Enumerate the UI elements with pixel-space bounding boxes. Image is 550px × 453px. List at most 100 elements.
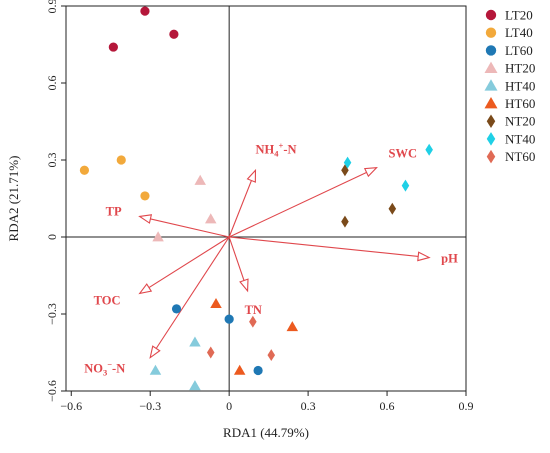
- data-point: [108, 42, 118, 52]
- data-point: [249, 315, 257, 328]
- x-axis-title: RDA1 (44.79%): [223, 425, 309, 440]
- x-tick-label: 0.6: [380, 399, 395, 413]
- legend-marker: [486, 114, 496, 128]
- vector-line: [139, 236, 230, 294]
- data-point: [152, 231, 164, 242]
- legend-item-ht60: HT60: [484, 96, 535, 111]
- vector-arrowhead: [138, 214, 153, 224]
- vector-label: TN: [245, 303, 262, 317]
- legend-marker: [484, 79, 498, 91]
- series-nt40: [343, 143, 433, 192]
- data-point: [149, 364, 162, 375]
- legend-marker: [486, 132, 496, 146]
- vector-line: [139, 215, 230, 238]
- legend-item-lt60: LT60: [485, 43, 533, 58]
- legend-item-ht40: HT40: [484, 78, 535, 93]
- vector-arrowhead: [363, 167, 378, 178]
- data-point: [401, 179, 410, 192]
- vector-line: [229, 236, 430, 259]
- legend-marker: [485, 9, 497, 21]
- vector-label: pH: [441, 252, 458, 266]
- vector-arrowhead: [138, 283, 153, 295]
- legend-label: HT40: [505, 78, 535, 93]
- x-tick-label: 0.3: [301, 399, 316, 413]
- y-tick-label: 0: [45, 234, 59, 240]
- legend-label: NT60: [505, 149, 535, 164]
- plot-frame: [65, 5, 467, 392]
- legend-label: LT60: [505, 43, 533, 58]
- y-axis-title: RDA2 (21.71%): [6, 156, 21, 242]
- data-point: [79, 165, 90, 175]
- plot-border: [65, 5, 467, 392]
- data-point: [267, 349, 276, 362]
- data-point: [210, 297, 222, 309]
- series-nt60: [206, 315, 276, 362]
- legend-label: NT20: [505, 114, 535, 129]
- vector-nh4-n: NH4+-N: [228, 140, 297, 238]
- environmental-vectors: pH SWC NH4+-N TP TOC TN NO3−-N: [84, 140, 458, 377]
- vector-ph: pH: [229, 236, 458, 266]
- sample-points: [79, 6, 433, 391]
- y-tick-label: 0.3: [45, 153, 59, 168]
- legend-label: LT40: [505, 25, 533, 40]
- series-lt20: [108, 6, 179, 52]
- data-point: [189, 336, 201, 347]
- legend-label: NT40: [505, 131, 535, 146]
- legend-item-nt60: NT60: [486, 149, 535, 164]
- x-tick-label: 0.9: [459, 399, 474, 413]
- legend-label: HT20: [505, 61, 535, 76]
- data-point: [224, 314, 234, 324]
- vector-arrowhead: [239, 278, 249, 293]
- legend-marker: [485, 45, 497, 56]
- series-lt60: [171, 304, 263, 376]
- data-point: [140, 6, 150, 16]
- vector-toc: TOC: [94, 236, 230, 307]
- data-point: [425, 143, 433, 156]
- legend-item-nt20: NT20: [486, 114, 535, 129]
- legend-label: LT20: [505, 8, 533, 23]
- y-tick-label: −0.3: [45, 303, 59, 325]
- vector-label: TOC: [94, 293, 121, 307]
- vector-arrowhead: [246, 168, 257, 183]
- legend-marker: [484, 97, 498, 109]
- series-lt40: [79, 155, 150, 201]
- data-point: [204, 213, 217, 224]
- vector-swc: SWC: [228, 147, 417, 238]
- series-ht20: [152, 174, 217, 242]
- series-ht60: [210, 297, 299, 375]
- y-tick-label: 0.6: [45, 76, 59, 91]
- x-tick-label: 0: [226, 399, 232, 413]
- data-point: [189, 380, 201, 391]
- series-nt20: [341, 164, 397, 228]
- legend-marker: [485, 27, 497, 38]
- legend-label: HT60: [505, 96, 535, 111]
- legend-item-nt40: NT40: [486, 131, 535, 146]
- axis-ticks: −0.6 −0.3 0 0.3 0.6 0.9 −0.6 −0.3 0 0.3 0.6 0.9: [45, 0, 474, 413]
- data-point: [341, 215, 349, 228]
- data-point: [206, 346, 215, 359]
- legend-marker: [486, 149, 496, 164]
- vector-label: TP: [106, 204, 122, 218]
- legend-item-ht20: HT20: [484, 61, 535, 76]
- data-point: [140, 191, 150, 201]
- legend-item-lt20: LT20: [485, 8, 533, 23]
- data-point: [171, 304, 182, 314]
- vector-line: [149, 236, 230, 358]
- vector-arrowhead: [149, 345, 161, 359]
- data-point: [253, 365, 263, 376]
- y-tick-label: 0.9: [45, 0, 59, 14]
- vector-line: [228, 167, 377, 238]
- y-tick-label: −0.6: [45, 380, 59, 402]
- legend-item-lt40: LT40: [485, 25, 533, 40]
- vector-label: NO3−-N: [84, 360, 125, 378]
- data-point: [341, 164, 349, 177]
- vector-label: SWC: [389, 147, 417, 161]
- vector-label: NH4+-N: [255, 140, 296, 158]
- data-point: [286, 321, 299, 332]
- vector-no3-n: NO3−-N: [84, 236, 230, 378]
- vector-arrowhead: [417, 251, 431, 262]
- legend: LT20 LT40 LT60 HT20 HT40 HT60 NT20 NT40 NT60: [484, 8, 535, 164]
- vector-line: [228, 170, 256, 238]
- vector-tp: TP: [106, 204, 230, 238]
